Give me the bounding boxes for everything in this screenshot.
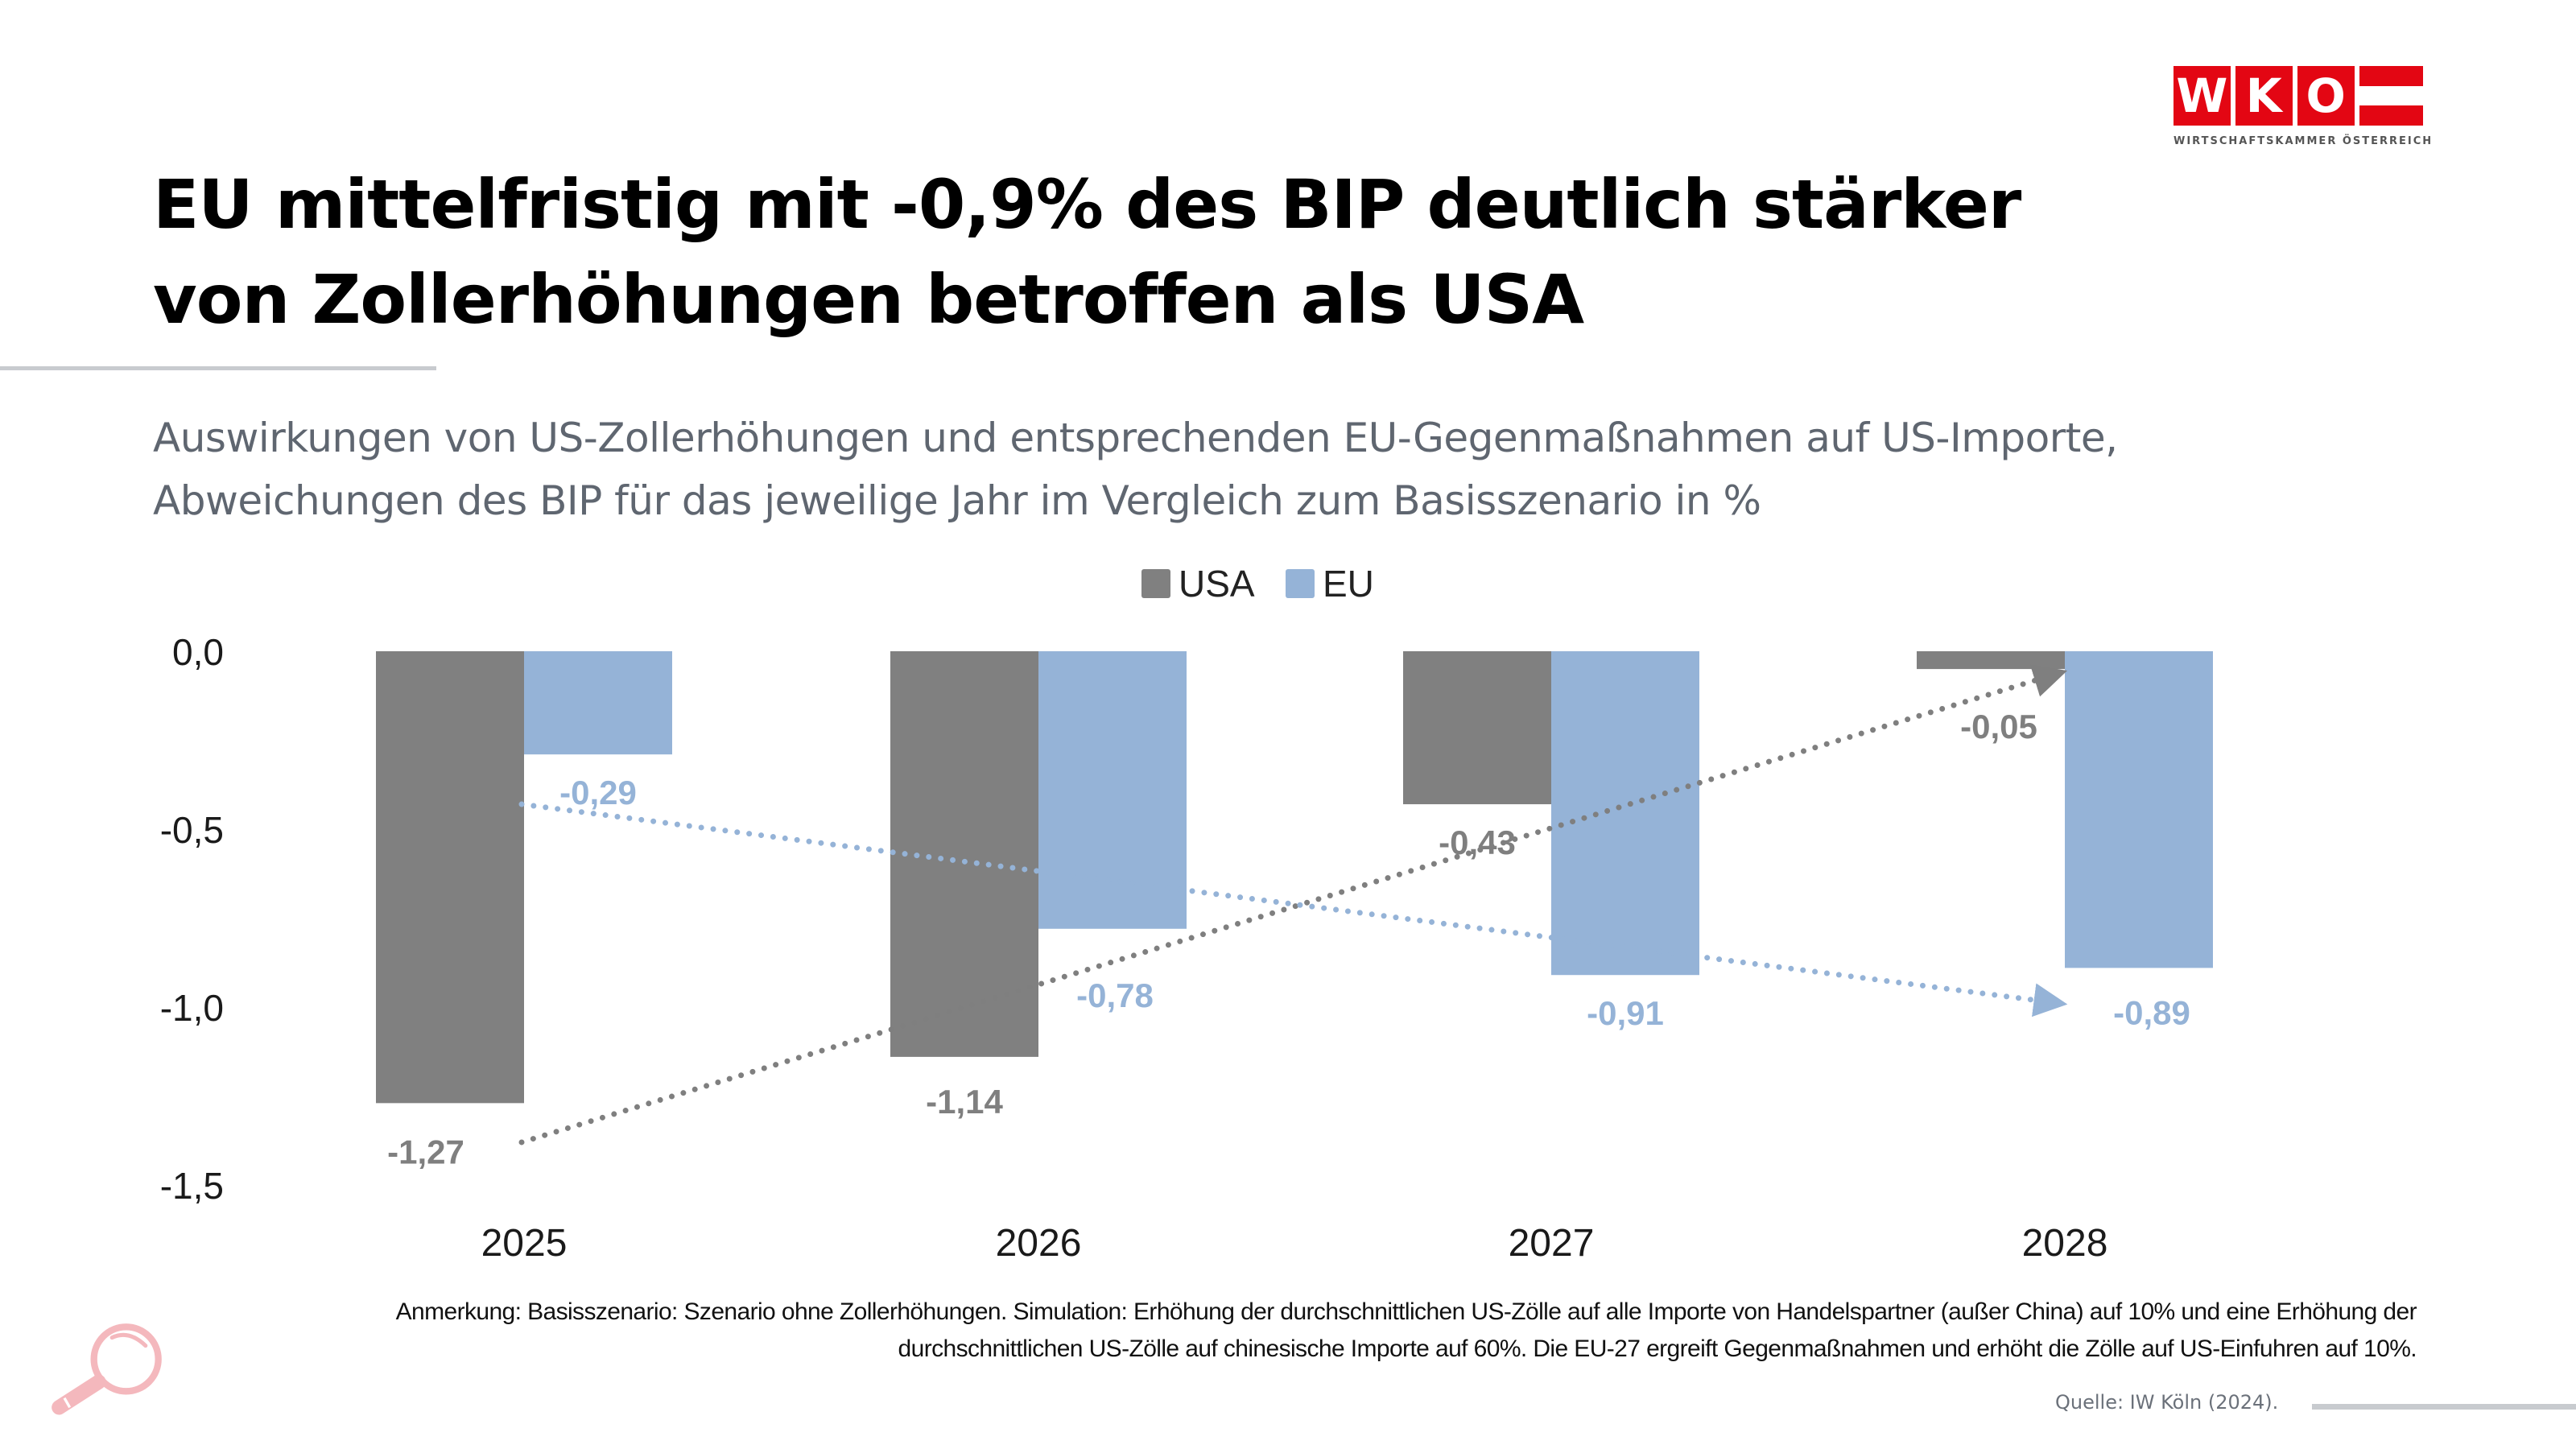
data-label-eu-2027: -0,91 xyxy=(1587,994,1664,1032)
trend-line-usa xyxy=(518,664,2068,1146)
bar-eu-2028 xyxy=(2065,651,2213,968)
subtitle-line-1: Auswirkungen von US-Zollerhöhungen und e… xyxy=(153,415,2118,461)
title-line-1: EU mittelfristig mit -0,9% des BIP deutl… xyxy=(153,165,2021,244)
trend-lines xyxy=(518,664,2068,1146)
y-tick-label: -0,5 xyxy=(160,809,224,851)
x-axis: 2025 2026 2027 2028 xyxy=(481,1222,2108,1265)
magnifier-icon xyxy=(52,1323,162,1415)
x-tick-label: 2025 xyxy=(481,1222,568,1265)
data-label-usa-2028: -0,05 xyxy=(1960,708,2037,745)
y-tick-label: 0,0 xyxy=(172,631,224,673)
austria-flag-icon xyxy=(2359,66,2424,126)
data-label-eu-2028: -0,89 xyxy=(2113,993,2190,1031)
logo-letter: W xyxy=(2174,66,2231,126)
source-divider xyxy=(2312,1404,2576,1410)
wko-logo: W K O WIRTSCHAFTSKAMMER ÖSTERREICH xyxy=(2174,66,2434,147)
bar-eu-2027 xyxy=(1551,651,1699,976)
data-label-eu-2026: -0,78 xyxy=(1076,976,1154,1014)
x-tick-label: 2027 xyxy=(1509,1222,1595,1265)
page-title: EU mittelfristig mit -0,9% des BIP deutl… xyxy=(153,157,2021,347)
data-label-usa-2027: -0,43 xyxy=(1439,824,1516,861)
chart-subtitle: Auswirkungen von US-Zollerhöhungen und e… xyxy=(153,407,2118,532)
trend-line-eu xyxy=(518,801,2068,1018)
logo-letter: K xyxy=(2235,66,2293,126)
footnote: Anmerkung: Basisszenario: Szenario ohne … xyxy=(195,1294,2417,1368)
bar-eu-2026 xyxy=(1038,651,1187,929)
source-text: Quelle: IW Köln (2024). xyxy=(2055,1391,2279,1414)
logo-tagline: WIRTSCHAFTSKAMMER ÖSTERREICH xyxy=(2174,135,2434,147)
x-tick-label: 2026 xyxy=(996,1222,1082,1265)
bars xyxy=(376,651,2213,1104)
data-label-eu-2025: -0,29 xyxy=(559,774,637,811)
bar-usa-2027 xyxy=(1403,651,1551,805)
subtitle-line-2: Abweichungen des BIP für das jeweilige J… xyxy=(153,477,1761,524)
y-tick-label: -1,0 xyxy=(160,987,224,1029)
bar-usa-2025 xyxy=(376,651,524,1104)
bar-usa-2026 xyxy=(890,651,1038,1057)
title-divider xyxy=(0,366,436,370)
y-tick-label: -1,5 xyxy=(160,1165,224,1207)
footnote-line-1: Anmerkung: Basisszenario: Szenario ohne … xyxy=(395,1298,2417,1325)
title-line-2: von Zollerhöhungen betroffen als USA xyxy=(153,260,1584,339)
legend-swatch-usa xyxy=(1141,569,1170,598)
bar-usa-2028 xyxy=(1917,651,2065,670)
legend-label-eu: EU xyxy=(1323,563,1374,605)
legend-label-usa: USA xyxy=(1179,563,1255,605)
data-label-usa-2026: -1,14 xyxy=(926,1083,1003,1121)
legend-swatch-eu xyxy=(1286,569,1315,598)
y-axis: 0,0 -0,5 -1,0 -1,5 xyxy=(160,631,224,1207)
x-tick-label: 2028 xyxy=(2022,1222,2108,1265)
logo-letter: O xyxy=(2297,66,2355,126)
footnote-line-2: durchschnittlichen US-Zölle auf chinesis… xyxy=(898,1335,2417,1362)
bar-eu-2025 xyxy=(524,651,672,755)
data-label-usa-2025: -1,27 xyxy=(387,1133,464,1170)
chart-legend: USA EU xyxy=(1141,563,1374,605)
data-labels: -1,27 -0,29 -1,14 -0,78 -0,43 -0,91 -0,05 -0,89 xyxy=(387,708,2190,1170)
